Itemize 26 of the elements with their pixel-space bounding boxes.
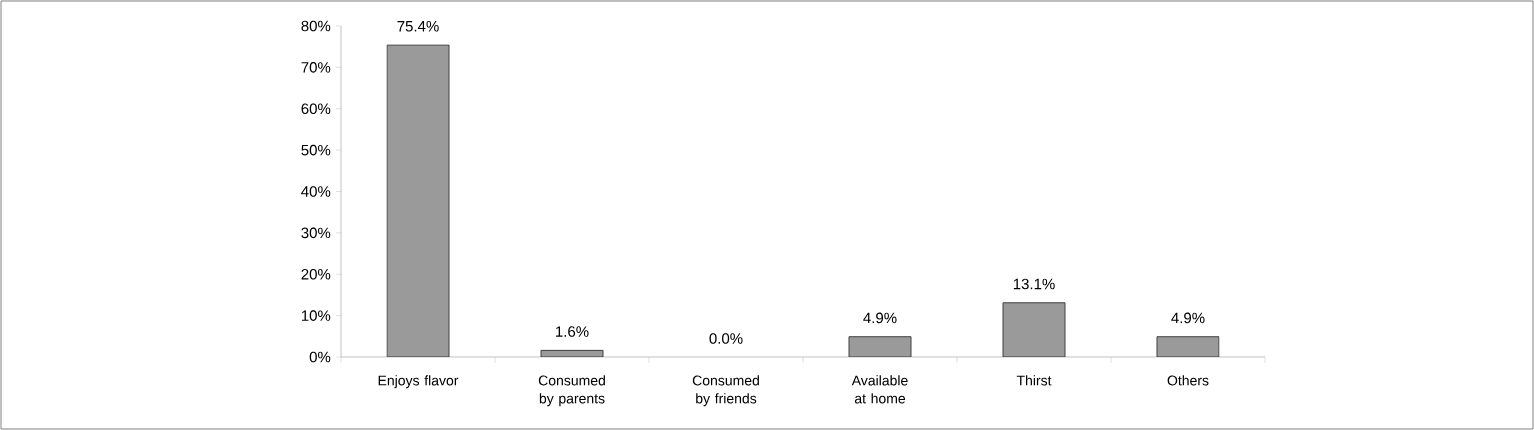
bar <box>540 349 604 357</box>
x-tick-label: Consumed by friends <box>692 375 759 407</box>
y-tick-label: 70% <box>301 62 331 73</box>
data-label: 75.4% <box>397 20 439 32</box>
bar <box>1002 302 1066 357</box>
bar <box>1156 336 1220 357</box>
data-label: 4.9% <box>863 312 897 324</box>
x-tick-label: Consumed by parents <box>538 375 605 407</box>
y-tick-label: 80% <box>301 20 331 32</box>
x-tick-label: Thirst <box>1016 375 1052 386</box>
bar <box>848 336 912 357</box>
data-label: 1.6% <box>556 326 589 337</box>
y-tick-label: 10% <box>301 310 331 321</box>
y-tick-label: 30% <box>301 227 331 239</box>
y-tick-label: 40% <box>301 186 331 197</box>
y-tick-label: 20% <box>301 268 331 280</box>
y-tick-label: 50% <box>301 144 331 156</box>
data-label: 4.9% <box>1171 312 1205 324</box>
data-label: 13.1% <box>1013 278 1055 290</box>
bar <box>386 44 450 357</box>
data-label: 0.0% <box>709 333 743 344</box>
y-tick-label: 0% <box>309 351 331 363</box>
x-tick-label: Available at home <box>851 375 908 404</box>
y-tick-label: 60% <box>301 103 331 115</box>
x-tick-label: Enjoys flavor <box>378 375 459 389</box>
x-tick-label: Others <box>1167 375 1209 386</box>
